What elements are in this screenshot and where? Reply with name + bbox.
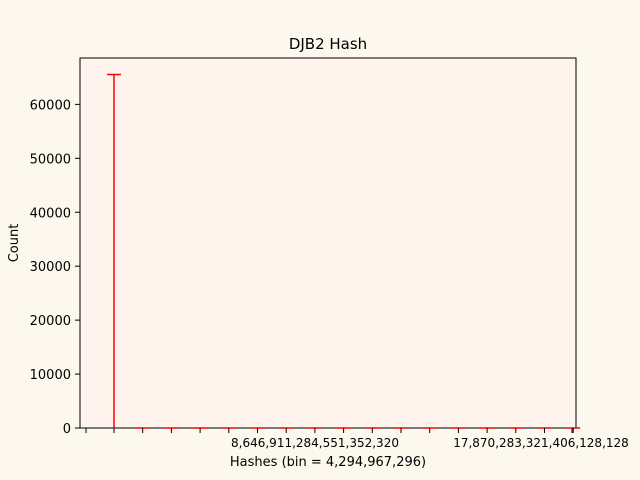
y-tick-label: 40000 (30, 206, 71, 221)
x-tick-label-1: 8,646,911,284,551,352,320 (231, 436, 399, 450)
y-tick-label: 60000 (30, 98, 71, 113)
y-tick-label: 10000 (30, 368, 71, 383)
x-axis-label: Hashes (bin = 4,294,967,296) (230, 455, 426, 470)
plot-area (79, 57, 577, 429)
y-tick-label: 20000 (30, 314, 71, 329)
y-axis-ticks: 0 10000 20000 30000 40000 50000 60000 (30, 98, 80, 437)
x-axis-ticks (85, 428, 574, 433)
bar (107, 73, 121, 428)
y-axis-label: Count (7, 224, 22, 263)
chart-title: DJB2 Hash (289, 35, 367, 53)
x-tick-label-2: 17,870,283,321,406,128,128 (453, 436, 629, 450)
y-tick-label: 30000 (30, 260, 71, 275)
y-tick-label: 0 (63, 422, 71, 437)
y-tick-label: 50000 (30, 152, 71, 167)
